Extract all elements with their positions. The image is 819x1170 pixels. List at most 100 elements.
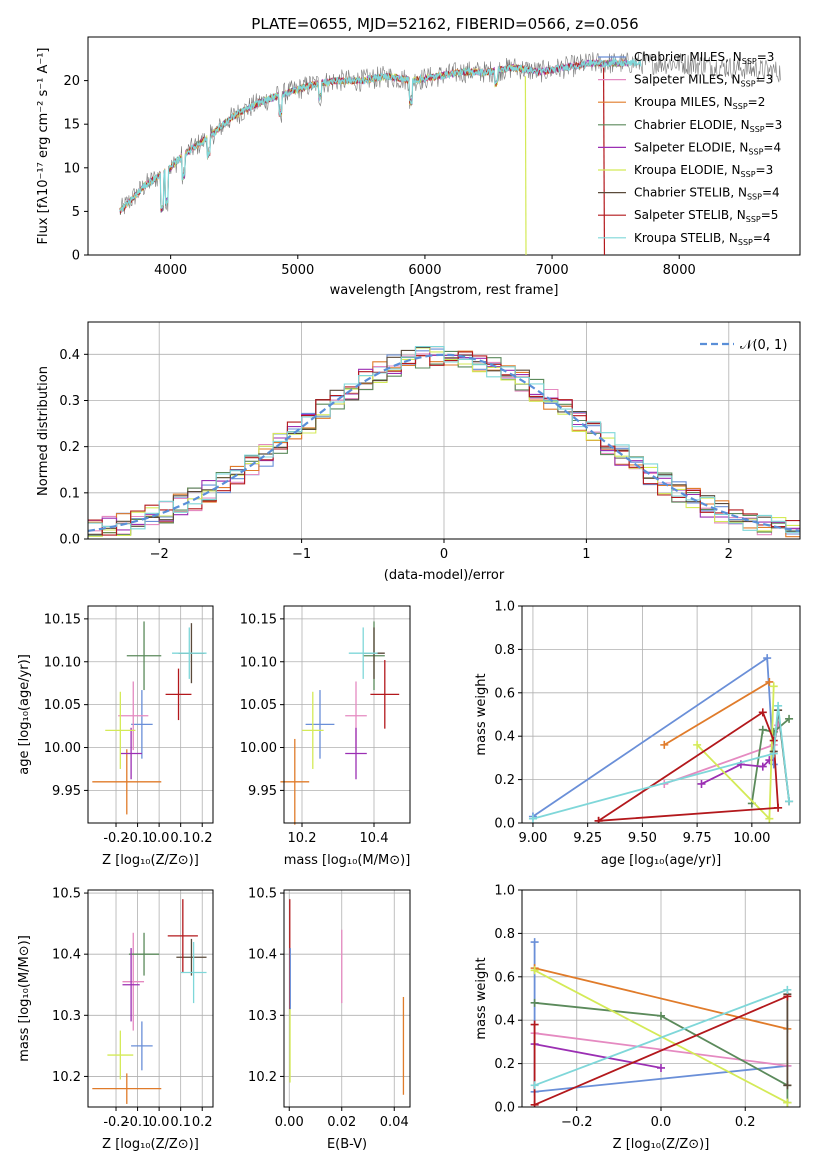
panel-xlabel: Z [log₁₀(Z/Z⊙)] — [613, 1137, 710, 1152]
y-tick-label: 10.2 — [52, 1070, 81, 1085]
y-tick-label: 10.2 — [248, 1070, 277, 1085]
x-tick-label: 0.1 — [170, 1115, 191, 1130]
x-tick-label: 0 — [440, 547, 448, 562]
mass-weight-marker — [758, 762, 767, 771]
spectrum-ylabel: Flux [fλ10⁻¹⁷ erg cm⁻² s⁻¹ A⁻¹] — [36, 48, 51, 245]
x-tick-label: 0.02 — [327, 1115, 356, 1130]
x-tick-label: -0.2 — [103, 1115, 128, 1130]
model-dropoff-line — [602, 67, 606, 255]
mass-weight-marker — [657, 1011, 665, 1020]
y-tick-label: 10.5 — [52, 887, 81, 902]
mass-weight-line — [532, 656, 775, 818]
panel-xlabel: mass [log₁₀(M/M⊙)] — [284, 853, 411, 868]
legend-entry: Chabrier ELODIE, NSSP=3 — [634, 118, 782, 134]
parameter-panel-4: 9.00 9.25 9.50 9.75 10.00 0.0 0.2 0.4 0.6 0.8 1.0 a… — [474, 600, 801, 868]
panel-frame — [87, 605, 214, 824]
panel-xlabel: Z [log₁₀(Z/Z⊙)] — [102, 853, 199, 868]
spectrum-panel: PLATE=0655, MJD=52162, FIBERID=0566, z=0… — [36, 15, 801, 298]
x-tick-label: -0.1 — [125, 1115, 150, 1130]
y-tick-label: 0 — [72, 249, 80, 264]
y-tick-label: 9.95 — [248, 784, 277, 799]
mass-weight-marker — [783, 1098, 792, 1107]
x-tick-label: 5000 — [281, 263, 314, 278]
mass-weight-marker — [769, 736, 778, 745]
panel-xlabel: age [log₁₀(age/yr)] — [601, 853, 722, 868]
y-tick-label: 10.05 — [44, 698, 81, 713]
spectrum-ticks: 4000 5000 6000 7000 8000 0 5 10 15 20 — [63, 74, 695, 278]
y-tick-label: 0.4 — [59, 348, 80, 363]
normal-legend-label: 𝒩(0, 1) — [740, 338, 787, 353]
y-tick-label: 10 — [63, 161, 80, 176]
model-dropoff-line — [524, 76, 527, 255]
y-tick-label: 0.0 — [494, 817, 515, 832]
x-tick-label: 0.00 — [275, 1115, 304, 1130]
legend-entry: Kroupa STELIB, NSSP=4 — [634, 231, 771, 247]
x-tick-label: 0.2 — [192, 831, 213, 846]
spectrum-lines — [119, 52, 781, 255]
x-tick-label: 10.4 — [360, 831, 389, 846]
x-tick-label: 0.0 — [149, 1115, 170, 1130]
mass-weight-marker — [697, 779, 706, 788]
panel-ylabel: mass [log₁₀(M/M⊙)] — [17, 935, 32, 1062]
parameter-panel-3: 10.2 10.4 9.95 10.00 10.05 10.10 10.15 mass [lo… — [240, 605, 411, 868]
mass-weight-line — [534, 1001, 789, 1103]
mass-weight-line — [663, 681, 770, 746]
mass-weight-marker — [769, 749, 778, 758]
panel-ylabel: mass weight — [474, 673, 489, 755]
mass-weight-line — [696, 686, 775, 821]
parameter-panel-7: −0.2 0.0 0.2 0.0 0.2 0.4 0.6 0.8 1.0 Z [log₁₀(Z/Z… — [474, 884, 801, 1152]
parameter-panel-2: -0.2-0.10.0 0.1 0.2 9.95 10.00 10.05 10.10 10.1… — [17, 605, 214, 868]
y-tick-label: 0.6 — [494, 970, 515, 985]
mass-weight-marker — [765, 814, 774, 823]
mass-weight-line — [534, 967, 788, 1030]
spectrum-xlabel: wavelength [Angstrom, rest frame] — [330, 283, 559, 298]
y-tick-label: 1.0 — [494, 884, 515, 899]
y-tick-label: 10.4 — [52, 948, 81, 963]
y-tick-label: 1.0 — [494, 600, 515, 615]
residual-xlabel: (data-model)/error — [384, 568, 505, 583]
mass-weight-marker — [660, 740, 669, 749]
parameter-panels: -0.2-0.10.0 0.1 0.29.9510.0010.0510.1010.1… — [17, 600, 801, 1152]
x-tick-label: −0.2 — [561, 1115, 593, 1130]
panel-ylabel: mass weight — [474, 957, 489, 1039]
y-tick-label: 10.00 — [44, 741, 81, 756]
mass-weight-marker — [530, 1081, 539, 1090]
y-tick-label: 0.2 — [59, 440, 80, 455]
x-tick-label: -0.1 — [125, 831, 150, 846]
parameter-panel-6: 0.00 0.02 0.04 10.2 10.3 10.4 10.5 E(B-V) — [248, 887, 411, 1152]
mass-weight-marker — [693, 740, 702, 749]
legend-entry: Kroupa MILES, NSSP=2 — [634, 95, 765, 111]
x-tick-label: 6000 — [408, 263, 441, 278]
x-tick-label: 9.00 — [518, 831, 547, 846]
x-tick-label: 10.2 — [288, 831, 317, 846]
x-tick-label: 9.25 — [573, 831, 602, 846]
y-tick-label: 0.8 — [494, 927, 515, 942]
panel-frame — [283, 605, 411, 824]
mass-weight-line — [534, 1032, 788, 1067]
panel-frame — [283, 889, 411, 1108]
panel-ylabel: age [log₁₀(age/yr)] — [17, 654, 32, 775]
x-tick-label: 0.04 — [380, 1115, 409, 1130]
y-tick-label: 0.0 — [494, 1101, 515, 1116]
x-tick-label: 0.2 — [735, 1115, 756, 1130]
panel-frame — [87, 889, 214, 1108]
residual-histogram — [88, 345, 800, 533]
residual-panel: −2 −1 0 1 2 0.0 0.1 0.2 0.3 0.4 𝒩(0, 1) (data-mod… — [36, 321, 801, 583]
mass-weight-marker — [530, 1020, 539, 1029]
mass-weight-marker — [758, 708, 767, 717]
mass-weight-line — [701, 759, 771, 785]
x-tick-label: −1 — [292, 547, 311, 562]
x-tick-label: 0.1 — [170, 831, 191, 846]
spectrum-legend: Chabrier MILES, NSSP=3 Salpeter MILES, NS… — [598, 50, 782, 247]
mass-weight-line — [534, 969, 788, 1104]
mass-weight-marker — [528, 814, 537, 823]
normal-curve — [87, 353, 801, 532]
legend-entry: Kroupa ELODIE, NSSP=3 — [634, 163, 773, 179]
mass-weight-marker — [763, 654, 772, 663]
mass-weight-marker — [657, 1063, 665, 1072]
y-tick-label: 10.10 — [44, 655, 81, 670]
mass-weight-line — [534, 1043, 662, 1069]
mass-weight-marker — [785, 797, 794, 806]
y-tick-label: 10.4 — [248, 948, 277, 963]
spectrum-frame — [87, 36, 801, 256]
